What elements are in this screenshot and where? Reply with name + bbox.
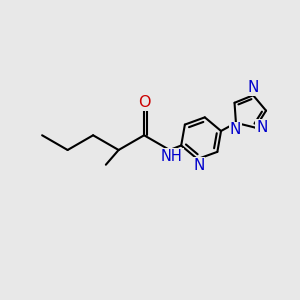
Text: N: N [230, 122, 241, 137]
Text: NH: NH [161, 149, 183, 164]
Text: N: N [248, 80, 259, 95]
Text: N: N [256, 120, 268, 135]
Text: N: N [193, 158, 205, 173]
Text: O: O [138, 95, 150, 110]
